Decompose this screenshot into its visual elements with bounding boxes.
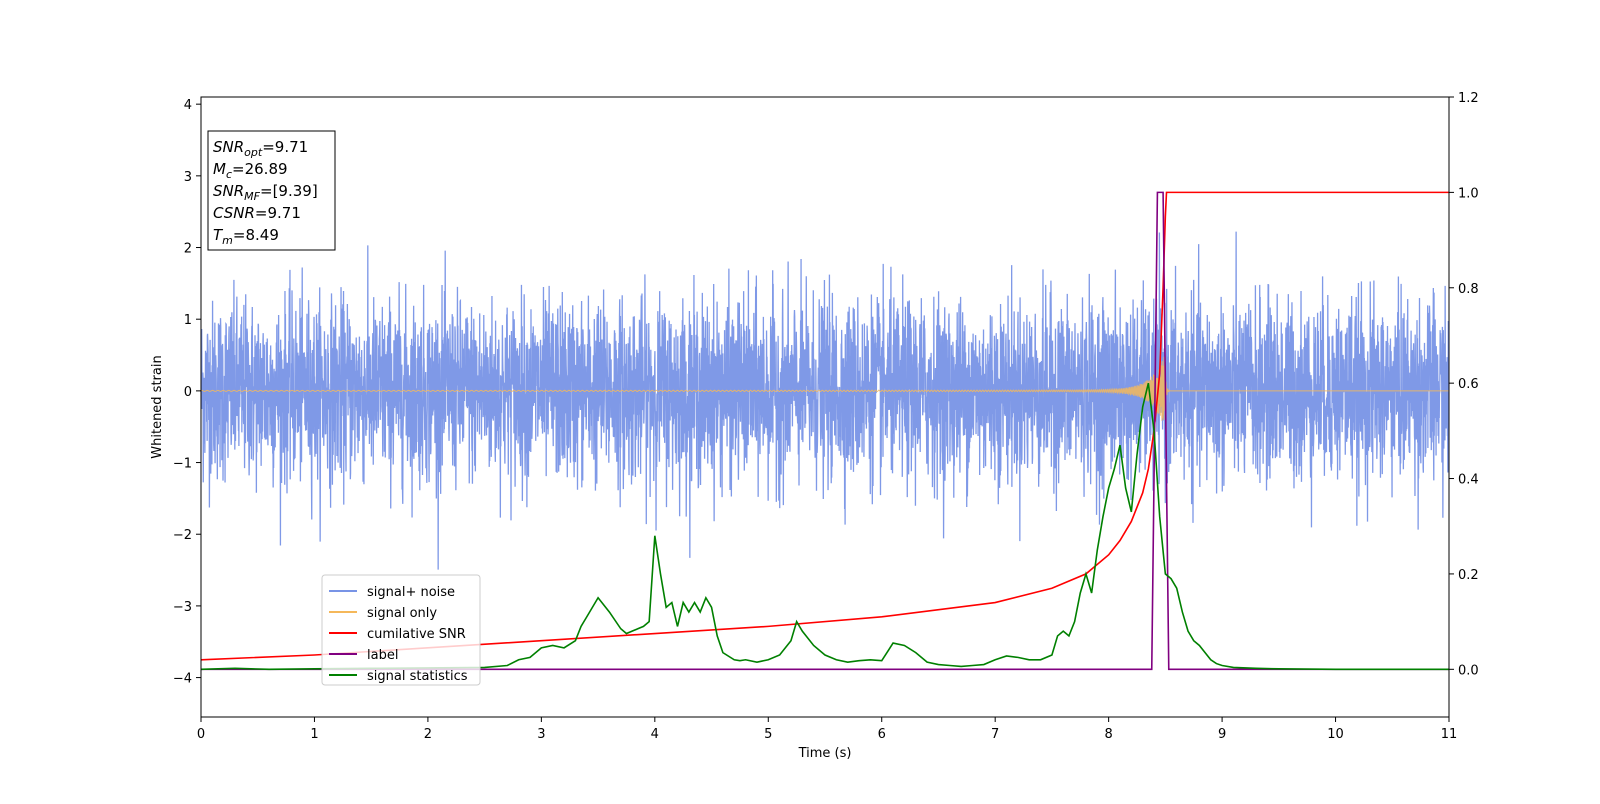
y-axis-label: Whitened strain xyxy=(150,355,165,458)
y2-tick-label: 1.2 xyxy=(1458,91,1479,106)
x-tick-label: 4 xyxy=(651,727,659,742)
legend-label: signal+ noise xyxy=(367,585,455,600)
y-tick-label: −2 xyxy=(173,528,192,543)
series-label xyxy=(201,191,1449,671)
y-tick-label: −4 xyxy=(173,672,192,687)
x-tick-label: 6 xyxy=(878,727,886,742)
y-tick-label: 2 xyxy=(184,242,192,257)
series-signal-statistics xyxy=(201,382,1449,671)
y-tick-label: 0 xyxy=(184,385,192,400)
plot-frame xyxy=(200,96,1450,718)
y-tick-label: −1 xyxy=(173,457,192,472)
x-tick-label: 11 xyxy=(1441,727,1458,742)
info-line: SNRopt=9.71 xyxy=(213,138,308,159)
legend-label: label xyxy=(367,648,398,663)
series-cumilative-snr xyxy=(201,191,1449,661)
x-tick-label: 2 xyxy=(424,727,432,742)
x-tick-label: 7 xyxy=(991,727,999,742)
y-tick-label: 1 xyxy=(184,313,192,328)
legend: signal+ noise signal only cumilative SNR la… xyxy=(321,574,481,686)
series-signal-plus-noise xyxy=(201,231,1449,570)
y2-tick-label: 0.6 xyxy=(1458,377,1479,392)
y-tick-label: −3 xyxy=(173,600,192,615)
x-tick-label: 10 xyxy=(1327,727,1344,742)
info-line: SNRMF=[9.39] xyxy=(213,182,318,203)
x-tick-label: 0 xyxy=(197,727,205,742)
y2-tick-label: 1.0 xyxy=(1458,186,1479,201)
x-tick-label: 5 xyxy=(764,727,772,742)
y2-tick-label: 0.0 xyxy=(1458,663,1479,678)
x-tick-label: 9 xyxy=(1218,727,1226,742)
legend-label: signal statistics xyxy=(367,669,468,684)
y-tick-label: 4 xyxy=(184,98,192,113)
y-axis-right: 0.0 0.2 0.4 0.6 0.8 1.0 1.2 xyxy=(1449,91,1479,678)
y2-tick-label: 0.8 xyxy=(1458,282,1479,297)
y-tick-label: 3 xyxy=(184,170,192,185)
legend-label: signal only xyxy=(367,606,437,621)
x-axis-label: Time (s) xyxy=(798,746,852,761)
info-line: Tm=8.49 xyxy=(213,226,279,247)
x-tick-label: 8 xyxy=(1104,727,1112,742)
y2-tick-label: 0.4 xyxy=(1458,473,1479,488)
series-layer xyxy=(201,191,1449,671)
legend-label: cumilative SNR xyxy=(367,627,466,642)
y2-tick-label: 0.2 xyxy=(1458,568,1479,583)
y-axis-left: −4 −3 −2 −1 0 1 2 3 4 xyxy=(173,98,201,687)
info-line: CSNR=9.71 xyxy=(213,204,301,222)
x-tick-label: 1 xyxy=(310,727,318,742)
x-axis: 0 1 2 3 4 5 6 7 8 9 10 11 xyxy=(197,717,1457,742)
series-signal-only xyxy=(201,356,1449,421)
x-tick-label: 3 xyxy=(537,727,545,742)
info-line: Mc=26.89 xyxy=(213,160,288,181)
info-box: SNRopt=9.71Mc=26.89SNRMF=[9.39]CSNR=9.71… xyxy=(207,130,336,251)
